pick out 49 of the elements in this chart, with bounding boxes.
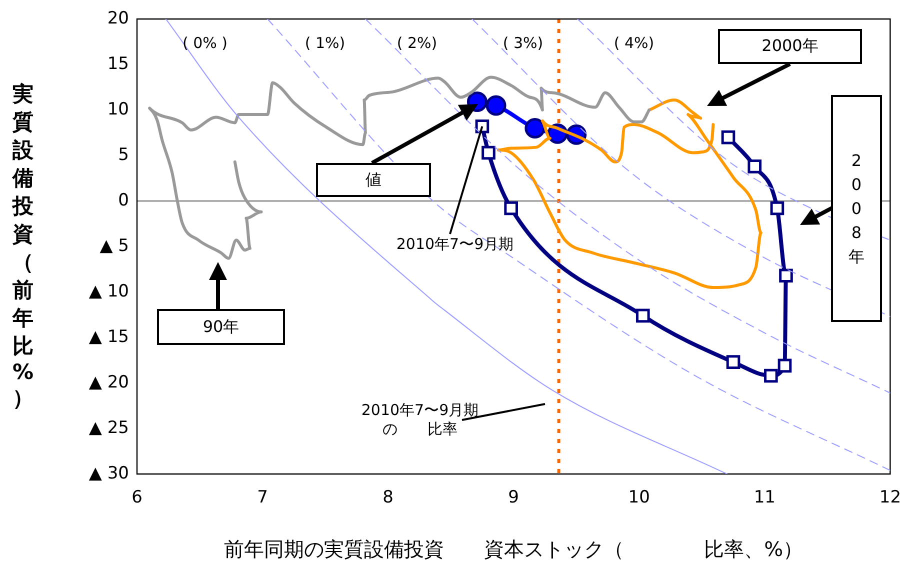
line-series <box>577 19 890 241</box>
y-tick-label: 0 <box>118 190 129 210</box>
y-tick-label: 20 <box>107 8 129 28</box>
x-axis-title: 前年同期の実質設備投資 資本ストック（ 比率、%） <box>224 537 804 562</box>
y-tick-label: 15 <box>107 54 129 74</box>
point <box>778 358 792 373</box>
point <box>504 201 518 216</box>
text-box: 90年 <box>157 309 285 345</box>
line-series <box>267 19 890 471</box>
x-tick-label: 12 <box>879 488 902 508</box>
text: 実質設備投資（前年比%） <box>12 82 34 410</box>
point <box>486 95 506 116</box>
y-tick-label: ▲ 20 <box>88 372 129 392</box>
y-tick-label: ▲ 15 <box>88 326 129 347</box>
line-series <box>472 19 890 318</box>
y-tick-label: ▲ 30 <box>88 463 129 484</box>
x-tick-label: 10 <box>628 488 650 508</box>
annotation: ( 2%) <box>396 33 438 54</box>
annotation: ( 0% ) <box>181 33 229 54</box>
text-box: 2000年 <box>718 29 862 64</box>
point <box>748 160 762 174</box>
line-series <box>364 19 890 394</box>
x-tick-label: 6 <box>132 488 142 508</box>
y-tick-label: 10 <box>107 99 129 120</box>
text-box: 2008年 <box>831 95 882 322</box>
x-tick-label: 8 <box>382 488 394 508</box>
point <box>482 146 496 160</box>
annotation: ( 4%) <box>612 33 656 54</box>
y-tick-label: ▲ 5 <box>100 236 129 256</box>
x-tick-label: 9 <box>508 488 520 508</box>
line-series <box>148 76 651 260</box>
point <box>779 268 793 283</box>
point <box>726 355 740 369</box>
annotation: 2010年7〜9月期 <box>395 234 515 254</box>
x-tick-label: 7 <box>257 488 268 508</box>
text-box: 値 <box>316 163 431 197</box>
y-tick-label: ▲ 10 <box>88 281 129 302</box>
line-series <box>165 19 728 474</box>
y-tick-label: ▲ 25 <box>88 418 129 438</box>
x-tick-label: 11 <box>754 488 776 508</box>
point <box>770 201 784 216</box>
line-series <box>497 98 762 289</box>
annotation: ( 1%) <box>304 33 346 54</box>
point <box>636 308 650 323</box>
point <box>721 130 736 144</box>
annotation: 2010年7〜9月期の 比率 <box>360 400 480 440</box>
y-tick-label: 5 <box>118 144 129 165</box>
annotation: ( 3%) <box>502 33 544 54</box>
point <box>764 368 778 383</box>
